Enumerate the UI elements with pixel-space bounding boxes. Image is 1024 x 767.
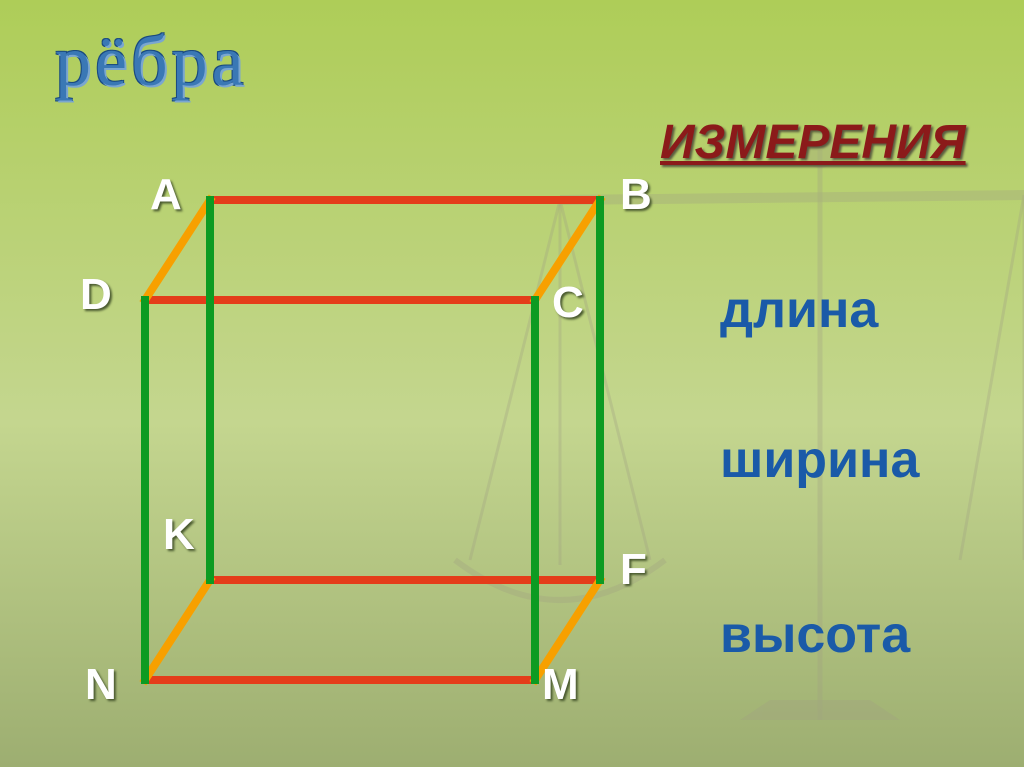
vertex-label-A: A [150,170,182,220]
slide-stage: рёбра ИЗМЕРЕНИЯ длинаширинавысота ABCDKF… [0,0,1024,767]
vertex-label-F: F [620,545,647,595]
vertex-label-N: N [85,660,117,710]
vertex-label-K: K [163,510,195,560]
vertex-label-M: M [542,660,579,710]
cube-svg [0,0,1024,767]
vertex-label-C: C [552,278,584,328]
vertex-label-D: D [80,270,112,320]
vertex-label-B: B [620,170,652,220]
